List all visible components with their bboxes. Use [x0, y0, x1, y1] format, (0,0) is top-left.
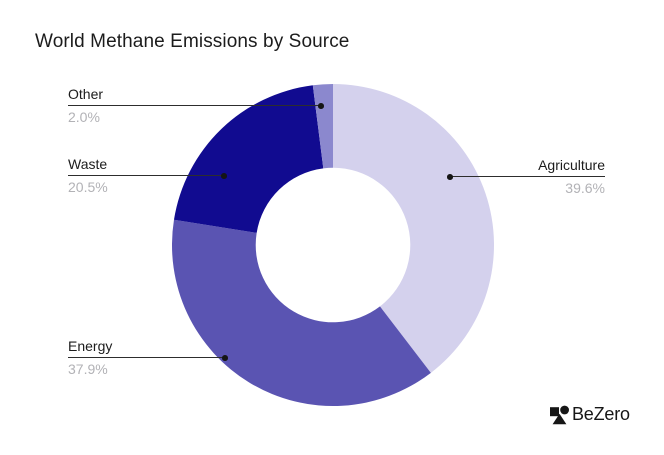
- label-energy-dot: [222, 354, 228, 361]
- label-other-leader-line: [68, 102, 324, 109]
- label-other-pct: 2.0%: [68, 109, 100, 126]
- slice-waste: [173, 85, 324, 233]
- label-other-name: Other: [68, 86, 104, 102]
- label-agriculture-pct: 39.6%: [565, 180, 605, 197]
- label-waste-name: Waste: [68, 156, 108, 172]
- label-waste-leader-line: [68, 172, 227, 179]
- slice-agriculture: [333, 84, 494, 373]
- bezero-logo-icon: [550, 405, 569, 425]
- label-energy-pct: 37.9%: [68, 361, 108, 378]
- label-waste-dot: [221, 172, 227, 179]
- bezero-logo-text: BeZero: [572, 404, 630, 424]
- label-waste: Waste 20.5%: [68, 156, 227, 196]
- label-energy: Energy 37.9%: [68, 338, 228, 378]
- label-other: Other 2.0%: [68, 86, 324, 126]
- label-agriculture-name: Agriculture: [538, 157, 605, 173]
- donut-chart: [171, 84, 494, 407]
- label-waste-pct: 20.5%: [68, 179, 108, 196]
- label-agriculture-leader-line: [447, 173, 605, 180]
- page-title: World Methane Emissions by Source: [35, 31, 350, 52]
- label-agriculture: Agriculture 39.6%: [447, 157, 605, 197]
- label-agriculture-dot: [447, 173, 453, 180]
- slice-energy: [171, 219, 431, 407]
- label-energy-name: Energy: [68, 338, 113, 354]
- bezero-logo: BeZero: [549, 404, 630, 425]
- label-energy-leader-line: [68, 354, 228, 361]
- label-other-dot: [318, 102, 324, 109]
